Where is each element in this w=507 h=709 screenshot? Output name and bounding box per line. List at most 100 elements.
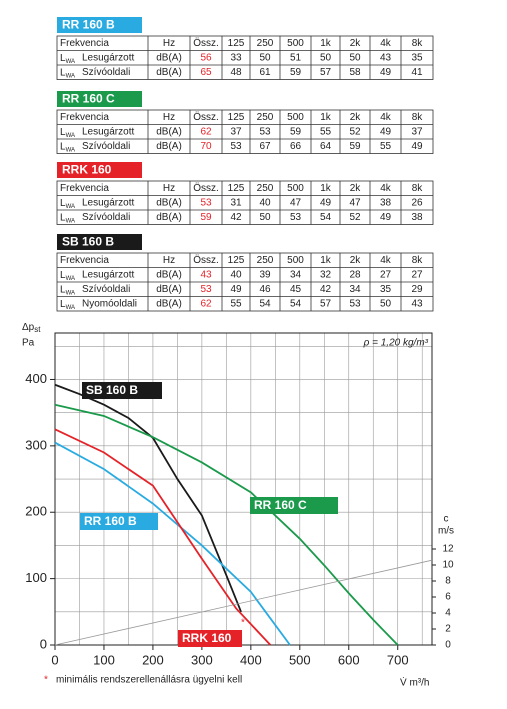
x-tick-label: 200 (142, 652, 164, 667)
header-cell: 8k (412, 255, 424, 266)
value-cell: 26 (411, 197, 423, 208)
x-tick-label: 600 (338, 652, 360, 667)
value-cell: 32 (320, 269, 332, 280)
header-cell: 2k (350, 255, 362, 266)
y2-axis-unit: m/s (438, 526, 454, 537)
curve (54, 441, 291, 646)
value-cell: 54 (290, 298, 302, 309)
header-cell: Hz (163, 255, 175, 266)
header-cell: 250 (257, 112, 274, 123)
table-badge (57, 162, 142, 178)
y-label-main: Δp (22, 322, 35, 333)
row-label: Szívóoldali (82, 284, 130, 295)
header-cell: Frekvencia (60, 255, 109, 266)
value-cell: 66 (290, 141, 302, 152)
unit-cell: dB(A) (156, 67, 182, 78)
header-cell: 4k (380, 112, 392, 123)
curve-label-box (80, 513, 158, 530)
value-cell: 64 (320, 141, 332, 152)
value-cell: 42 (320, 284, 332, 295)
value-cell: 49 (411, 141, 423, 152)
symbol: LWA (60, 67, 75, 79)
symbol: LWA (60, 212, 75, 224)
x-tick-label: 100 (93, 652, 115, 667)
y2-axis-label: c (444, 514, 449, 525)
header-cell: Hz (163, 112, 175, 123)
table-badge (57, 234, 142, 250)
value-cell: 53 (290, 212, 302, 223)
symbol-sub: WA (66, 290, 75, 296)
value-cell: 49 (230, 284, 242, 295)
header-cell: 1k (320, 38, 332, 49)
header-cell: 250 (257, 255, 274, 266)
curve-label: RR 160 B (84, 514, 137, 528)
header-cell: 4k (380, 38, 392, 49)
row-label: Lesugárzott (82, 269, 134, 280)
unit-cell: dB(A) (156, 126, 182, 137)
value-cell: 40 (230, 269, 242, 280)
curve-label: RRK 160 (182, 631, 232, 645)
header-cell: Össz. (193, 37, 219, 49)
value-cell: 27 (411, 269, 423, 280)
value-cell: 51 (290, 52, 302, 63)
plot-frame (54, 332, 433, 646)
value-cell: 57 (320, 298, 332, 309)
value-cell: 52 (349, 126, 361, 137)
header-cell: 125 (228, 38, 245, 49)
total-cell: 62 (200, 126, 212, 137)
header-cell: Hz (163, 38, 175, 49)
table-frame (56, 180, 434, 225)
curve-label-box (82, 382, 162, 399)
unit-cell: dB(A) (156, 52, 182, 63)
header-cell: Hz (163, 183, 175, 194)
value-cell: 67 (259, 141, 271, 152)
symbol: LWA (60, 284, 75, 296)
header-cell: 500 (287, 112, 304, 123)
header-cell: 2k (350, 183, 362, 194)
curve-label: RR 160 C (254, 498, 307, 512)
symbol: LWA (60, 197, 75, 209)
value-cell: 50 (380, 298, 392, 309)
total-cell: 59 (200, 212, 212, 223)
note: minimális rendszerellenállásra ügyelni k… (56, 675, 242, 686)
density-note: ρ = 1,20 kg/m³ (363, 338, 429, 349)
symbol-main: L (60, 269, 66, 280)
total-cell: 56 (200, 52, 212, 63)
header-cell: 250 (257, 38, 274, 49)
x-tick-label: 500 (289, 652, 311, 667)
x-axis-label: V̇ m³/h (400, 676, 429, 689)
value-cell: 39 (259, 269, 271, 280)
header-cell: Frekvencia (60, 112, 109, 123)
value-cell: 34 (290, 269, 302, 280)
header-cell: Frekvencia (60, 38, 109, 49)
table-frame (56, 35, 434, 80)
symbol-sub: WA (66, 58, 75, 64)
y-tick-label: 200 (25, 504, 47, 519)
value-cell: 59 (290, 67, 302, 78)
curve (54, 428, 272, 646)
symbol-sub: WA (66, 203, 75, 209)
header-cell: 1k (320, 255, 332, 266)
symbol: LWA (60, 52, 75, 64)
x-tick-label: 300 (191, 652, 213, 667)
header-cell: Frekvencia (60, 183, 109, 194)
symbol-main: L (60, 284, 66, 295)
symbol-main: L (60, 298, 66, 309)
value-cell: 53 (230, 141, 242, 152)
symbol-main: L (60, 141, 66, 152)
value-cell: 50 (320, 52, 332, 63)
value-cell: 50 (259, 212, 271, 223)
value-cell: 55 (320, 126, 332, 137)
value-cell: 54 (320, 212, 332, 223)
curve-label-box (250, 497, 338, 514)
value-cell: 49 (320, 197, 332, 208)
header-cell: 8k (412, 183, 424, 194)
row-label: Lesugárzott (82, 52, 134, 63)
symbol-main: L (60, 126, 66, 137)
header-cell: 1k (320, 112, 332, 123)
symbol-main: L (60, 67, 66, 78)
total-cell: 70 (200, 141, 212, 152)
row-label: Lesugárzott (82, 197, 134, 208)
value-cell: 61 (259, 67, 271, 78)
curve (54, 403, 399, 646)
